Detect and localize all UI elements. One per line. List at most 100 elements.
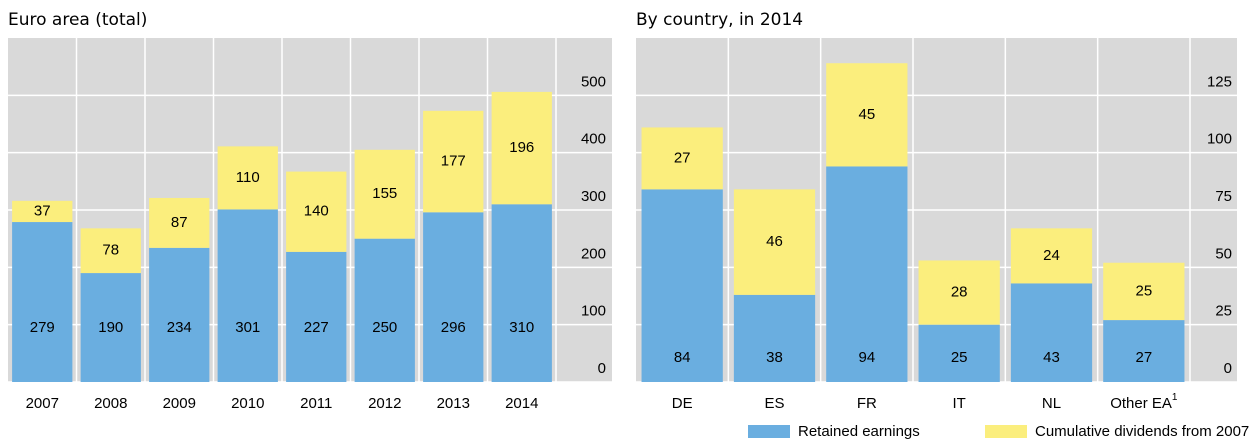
bar-segment [826, 63, 908, 167]
category-name: 2007 [26, 395, 59, 412]
bar-segment [354, 149, 415, 239]
value-label: 310 [509, 319, 534, 336]
y-tick-label: 200 [581, 245, 606, 262]
category-name: ES [764, 395, 784, 412]
y-tick-label: 400 [581, 131, 606, 148]
bar-segment [733, 294, 816, 382]
x-tick-label: FR [857, 395, 877, 412]
x-tick-label: ES [764, 395, 784, 412]
value-label: 279 [30, 319, 55, 336]
legend-swatch [748, 425, 790, 438]
chart-title: Euro area (total) [8, 10, 147, 30]
category-name: 2011 [300, 395, 332, 412]
y-tick-label: 75 [1215, 188, 1232, 205]
value-label: 87 [171, 214, 188, 231]
x-tick-label: NL [1042, 395, 1061, 412]
value-label: 301 [235, 319, 260, 336]
value-label: 25 [951, 349, 968, 366]
category-name: 2009 [163, 395, 196, 412]
value-label: 196 [509, 139, 534, 156]
bar-segment [641, 189, 723, 382]
y-tick-label: 100 [581, 303, 606, 320]
bar-segment [149, 197, 210, 248]
y-tick-label: 0 [598, 360, 606, 377]
value-label: 296 [441, 319, 466, 336]
x-tick-label: 2013 [437, 395, 470, 412]
legend-label: Cumulative dividends from 2007 [1035, 423, 1249, 440]
value-label: 43 [1043, 349, 1060, 366]
bar-segment [1010, 228, 1093, 284]
value-label: 78 [102, 242, 119, 259]
bar-segment [423, 212, 484, 382]
value-label: 38 [766, 349, 783, 366]
bar-segment [12, 200, 73, 223]
value-label: 46 [766, 233, 783, 250]
bar-segment [918, 324, 1000, 382]
category-name: Other EA [1110, 395, 1172, 412]
legend-label: Retained earnings [798, 423, 920, 440]
value-label: 234 [167, 319, 192, 336]
y-tick-label: 0 [1224, 360, 1232, 377]
category-name: IT [952, 395, 965, 412]
x-tick-label: Other EA1 [1110, 392, 1178, 412]
category-name: 2008 [94, 395, 127, 412]
y-tick-label: 25 [1215, 303, 1232, 320]
x-tick-label: 2012 [368, 395, 401, 412]
x-tick-label: 2014 [505, 395, 538, 412]
category-superscript: 1 [1172, 392, 1178, 403]
value-label: 110 [236, 169, 260, 186]
bar-segment [80, 273, 141, 382]
category-name: DE [672, 395, 693, 412]
value-label: 27 [1135, 349, 1152, 366]
value-label: 190 [98, 319, 123, 336]
bar-segment [217, 146, 278, 210]
bar-segment [286, 171, 347, 252]
value-label: 84 [674, 349, 691, 366]
category-name: 2012 [368, 395, 401, 412]
bar-segment [826, 166, 908, 382]
x-tick-label: 2008 [94, 395, 127, 412]
bar-segment [12, 222, 73, 382]
x-tick-label: 2007 [26, 395, 59, 412]
y-tick-label: 500 [581, 73, 606, 90]
y-tick-label: 100 [1207, 131, 1232, 148]
bar-segment [733, 189, 816, 295]
bar-segment [149, 247, 210, 382]
legend-swatch [985, 425, 1027, 438]
bar-segment [217, 209, 278, 382]
category-name: 2014 [505, 395, 538, 412]
value-label: 24 [1043, 247, 1060, 264]
bar-segment [354, 238, 415, 382]
y-tick-label: 50 [1215, 245, 1232, 262]
value-label: 28 [951, 284, 968, 301]
x-tick-label: IT [952, 395, 965, 412]
bar-segment [491, 204, 552, 382]
category-name: NL [1042, 395, 1061, 412]
value-label: 25 [1135, 282, 1152, 299]
value-label: 250 [372, 319, 397, 336]
bar-segment [423, 110, 484, 213]
bar-segment [641, 127, 723, 190]
y-tick-label: 125 [1207, 73, 1232, 90]
category-name: 2013 [437, 395, 470, 412]
value-label: 94 [858, 349, 875, 366]
bar-segment [1103, 320, 1185, 382]
category-name: FR [857, 395, 877, 412]
x-tick-label: 2010 [231, 395, 264, 412]
bar-segment [918, 260, 1000, 325]
x-tick-label: DE [672, 395, 693, 412]
bar-segment [80, 228, 141, 274]
value-label: 140 [304, 203, 329, 220]
bar-segment [491, 91, 552, 205]
value-label: 45 [858, 106, 875, 123]
bar-segment [1103, 262, 1185, 321]
value-label: 155 [372, 185, 397, 202]
bar-segment [1010, 283, 1093, 382]
x-tick-label: 2009 [163, 395, 196, 412]
value-label: 37 [34, 202, 51, 219]
chart-title: By country, in 2014 [636, 10, 803, 30]
bar-segment [286, 251, 347, 382]
value-label: 177 [441, 153, 466, 170]
x-tick-label: 2011 [300, 395, 332, 412]
